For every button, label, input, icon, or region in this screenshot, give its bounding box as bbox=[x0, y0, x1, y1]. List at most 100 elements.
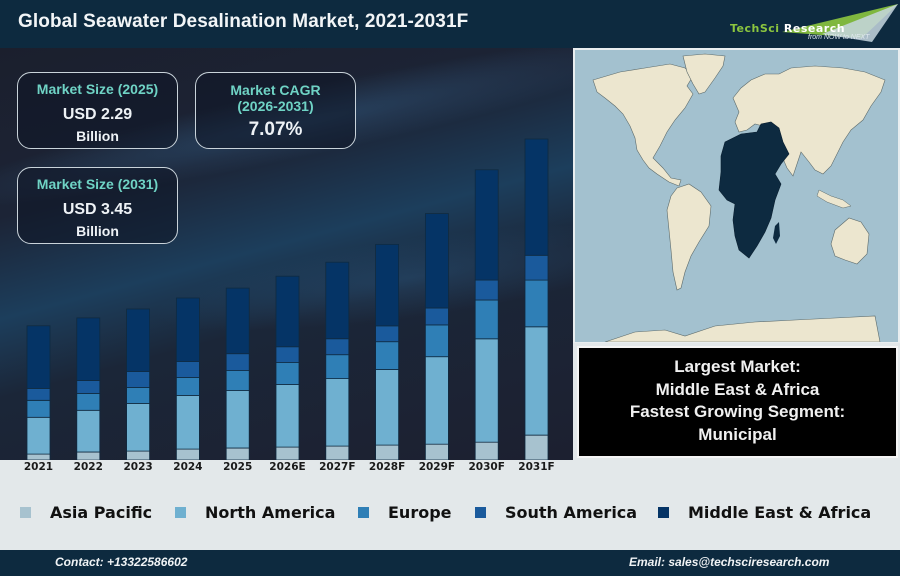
bar-segment-north-america-2021 bbox=[26, 416, 51, 455]
header-bar: Global Seawater Desalination Market, 202… bbox=[0, 0, 900, 48]
legend-item-north-america: North America bbox=[175, 498, 335, 526]
fastest-segment-label: Fastest Growing Segment: bbox=[629, 402, 846, 421]
bar-segment-middle-east-africa-2025 bbox=[225, 287, 250, 355]
bar-segment-asia-pacific-2022 bbox=[76, 451, 101, 460]
world-map bbox=[573, 48, 900, 343]
southeast-asia-islands-shape bbox=[816, 189, 852, 209]
legend-label: Europe bbox=[388, 502, 452, 522]
legend-swatch bbox=[475, 506, 486, 518]
bar-segment-middle-east-africa-2026e bbox=[275, 275, 300, 348]
contact-phone: Contact: +13322586602 bbox=[55, 555, 188, 569]
logo-swoosh-icon bbox=[782, 4, 898, 42]
bar-segment-middle-east-africa-2023 bbox=[126, 308, 150, 372]
bar-segment-north-america-2025 bbox=[225, 389, 250, 449]
bar-segment-middle-east-africa-2030f bbox=[474, 169, 499, 281]
world-map-graphic bbox=[575, 50, 898, 342]
x-tick-label: 2030F bbox=[468, 461, 505, 473]
bar-segment-middle-east-africa-2024 bbox=[175, 297, 200, 362]
legend-item-asia-pacific: Asia Pacific bbox=[20, 498, 152, 526]
bar-segment-europe-2031f bbox=[524, 279, 549, 328]
largest-market-value: Middle East & Africa bbox=[655, 379, 820, 399]
bar-segment-europe-2021 bbox=[26, 399, 51, 418]
bar-segment-middle-east-africa-2028f bbox=[375, 243, 400, 327]
bar-segment-north-america-2029f bbox=[424, 356, 449, 445]
legend-label: Asia Pacific bbox=[50, 502, 153, 522]
bar-segment-north-america-2028f bbox=[375, 369, 400, 446]
bar-segment-south-america-2021 bbox=[26, 387, 51, 401]
eurasia-shape bbox=[732, 65, 886, 177]
legend-label: South America bbox=[505, 502, 638, 522]
bar-segment-north-america-2030f bbox=[474, 338, 499, 443]
x-tick-label: 2022 bbox=[73, 461, 103, 473]
legend-item-south-america: South America bbox=[475, 498, 637, 526]
bar-segment-south-america-2031f bbox=[524, 254, 549, 281]
bar-segment-middle-east-africa-2022 bbox=[76, 317, 101, 381]
bar-segment-asia-pacific-2026e bbox=[275, 446, 300, 460]
legend-swatch bbox=[20, 506, 31, 518]
bar-segment-asia-pacific-2029f bbox=[424, 443, 449, 460]
bar-segment-south-america-2028f bbox=[375, 325, 400, 343]
bar-segment-middle-east-africa-2029f bbox=[424, 213, 449, 309]
kpi-market-cagr: Market CAGR (2026-2031) 7.07% bbox=[195, 72, 356, 149]
bar-segment-asia-pacific-2025 bbox=[225, 447, 250, 460]
bar-segment-middle-east-africa-2031f bbox=[524, 138, 549, 256]
fastest-segment-value: Municipal bbox=[698, 424, 777, 444]
kpi-label: Market Size (2031) bbox=[36, 176, 159, 192]
madagascar-shape bbox=[773, 222, 780, 244]
bar-segment-north-america-2024 bbox=[175, 394, 200, 450]
bar-segment-europe-2028f bbox=[375, 341, 400, 370]
largest-market-label: Largest Market: bbox=[674, 357, 801, 376]
x-tick-label: 2026E bbox=[269, 461, 306, 473]
bar-segment-south-america-2022 bbox=[76, 380, 101, 394]
south-america-shape bbox=[666, 183, 712, 291]
kpi-market-size-2025: Market Size (2025) USD 2.29 Billion bbox=[17, 72, 178, 149]
x-tick-label: 2027F bbox=[319, 461, 356, 473]
bar-segment-asia-pacific-2023 bbox=[126, 450, 150, 460]
bar-segment-north-america-2023 bbox=[126, 402, 150, 452]
legend-label: North America bbox=[205, 502, 336, 522]
bar-segment-north-america-2022 bbox=[76, 409, 101, 453]
kpi-label-period: (2026-2031) bbox=[237, 98, 314, 114]
legend-swatch bbox=[358, 506, 369, 518]
bar-segment-europe-2027f bbox=[325, 354, 350, 380]
bar-segment-europe-2030f bbox=[474, 299, 499, 340]
page-title: Global Seawater Desalination Market, 202… bbox=[18, 11, 469, 32]
logo-wordmark: TechSci Research bbox=[730, 22, 846, 35]
bar-segment-north-america-2026e bbox=[275, 384, 300, 448]
legend-swatch bbox=[175, 506, 186, 518]
bar-segment-middle-east-africa-2027f bbox=[325, 261, 350, 340]
bar-segment-south-america-2029f bbox=[424, 307, 449, 326]
contact-email[interactable]: Email: sales@techsciresearch.com bbox=[629, 555, 830, 569]
legend-swatch bbox=[658, 506, 669, 518]
bar-segment-north-america-2031f bbox=[524, 326, 549, 436]
greenland-shape bbox=[682, 53, 726, 95]
bar-segment-asia-pacific-2027f bbox=[325, 445, 350, 460]
antarctica-shape bbox=[604, 315, 881, 342]
bar-segment-asia-pacific-2030f bbox=[474, 441, 499, 460]
logo-tagline: from NOW to NEXT bbox=[808, 34, 870, 41]
legend-item-europe: Europe bbox=[358, 498, 452, 526]
bar-segment-south-america-2026e bbox=[275, 346, 300, 364]
bar-segment-south-america-2024 bbox=[175, 361, 200, 378]
bar-segment-middle-east-africa-2021 bbox=[26, 325, 51, 389]
bar-segment-europe-2024 bbox=[175, 377, 200, 396]
kpi-unit: Billion bbox=[76, 128, 119, 144]
x-tick-label: 2029F bbox=[418, 461, 456, 473]
chart-legend: Asia Pacific North America Europe South … bbox=[0, 498, 900, 526]
legend-item-middle-east-africa: Middle East & Africa bbox=[658, 498, 871, 526]
x-tick-label: 2023 bbox=[123, 461, 153, 473]
x-tick-label: 2028F bbox=[368, 461, 406, 473]
bar-segment-north-america-2027f bbox=[325, 378, 350, 447]
bar-segment-asia-pacific-2021 bbox=[26, 453, 51, 460]
bar-segment-south-america-2027f bbox=[325, 338, 350, 356]
australia-shape bbox=[830, 217, 870, 265]
kpi-value: 7.07% bbox=[248, 119, 303, 140]
kpi-market-size-2031: Market Size (2031) USD 3.45 Billion bbox=[17, 167, 178, 244]
bar-segment-south-america-2025 bbox=[225, 353, 250, 372]
footer-bar: Contact: +13322586602 Email: sales@techs… bbox=[0, 550, 900, 576]
x-tick-label: 2024 bbox=[173, 461, 203, 473]
x-tick-label: 2025 bbox=[223, 461, 253, 473]
x-tick-label: 2021 bbox=[23, 461, 54, 473]
bar-segment-asia-pacific-2028f bbox=[375, 444, 400, 460]
bar-segment-europe-2023 bbox=[126, 387, 150, 404]
